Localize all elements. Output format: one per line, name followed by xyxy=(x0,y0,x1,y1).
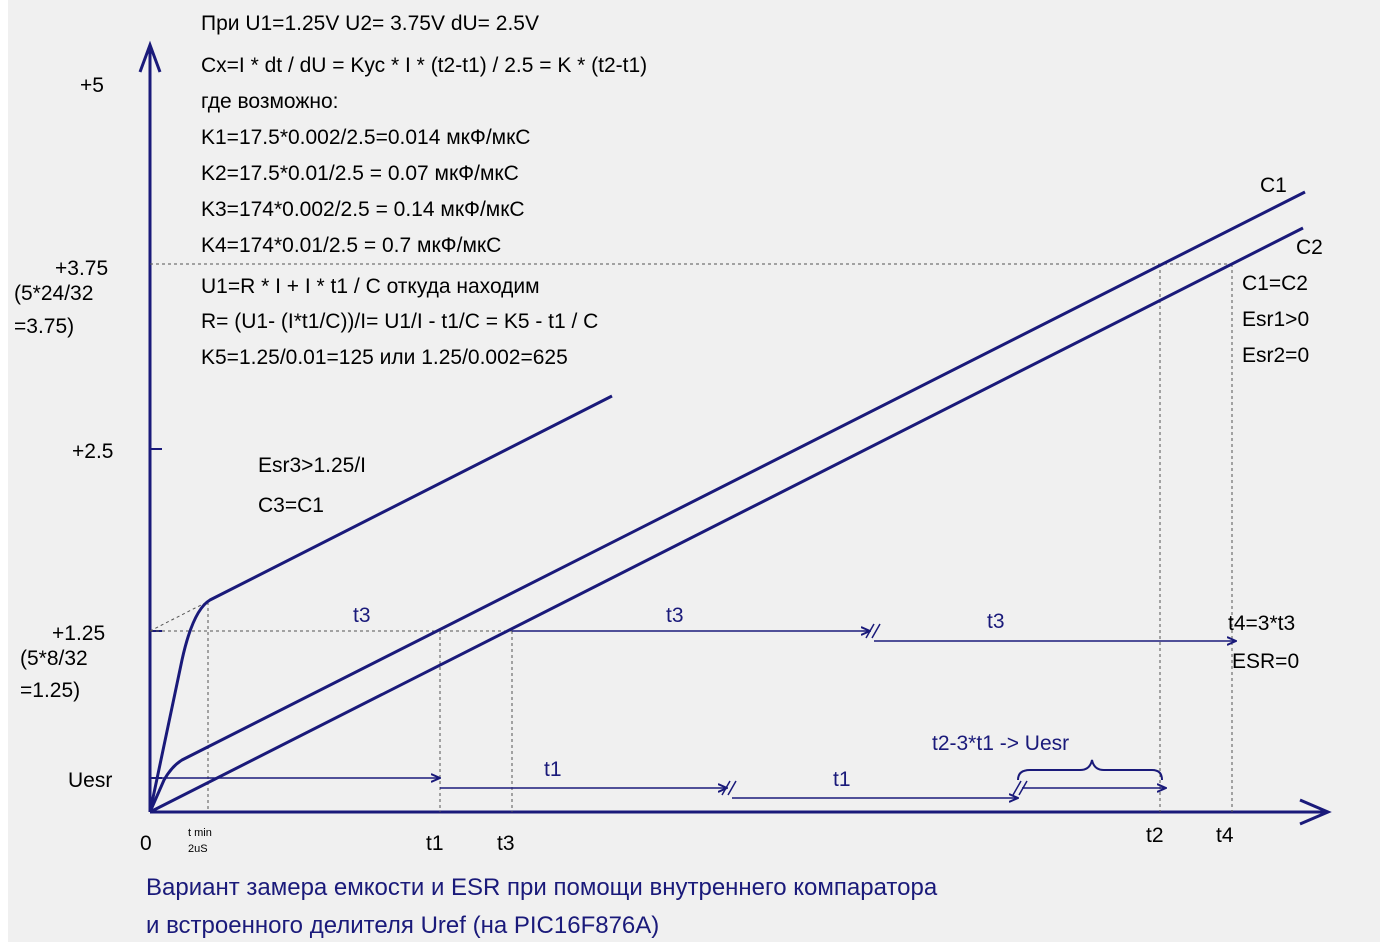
x-axis-arrow-icon xyxy=(1299,798,1332,826)
x-label-t2: t2 xyxy=(1146,824,1164,847)
x-label-tmin: t min xyxy=(188,827,212,839)
y-note-125-b: =1.25) xyxy=(20,679,80,702)
y-note-375-a: (5*24/32 xyxy=(14,282,93,305)
x-label-t1: t1 xyxy=(426,832,444,855)
curve-c2 xyxy=(149,226,1304,814)
y-label-375: +3.75 xyxy=(55,257,108,280)
ref-line-c3-extension xyxy=(149,601,208,632)
brace-uesr xyxy=(1017,759,1163,781)
header-line-1: Cx=I * dt / dU = Kус * I * (t2-t1) / 2.5… xyxy=(201,54,647,77)
header-line-9: K5=1.25/0.01=125 или 1.25/0.002=625 xyxy=(201,346,568,369)
curve-label-c1: C1 xyxy=(1260,174,1287,197)
break-mark-t1-a xyxy=(721,780,737,796)
note-esr2: Esr2=0 xyxy=(1242,344,1309,367)
x-label-tmin-sub: 2uS xyxy=(188,843,208,855)
note-esr0: ESR=0 xyxy=(1232,650,1299,673)
y-label-uesr: Uesr xyxy=(68,769,112,792)
y-label-5: +5 xyxy=(80,74,104,97)
interval-label-t3-a: t3 xyxy=(353,604,371,627)
curve-label-c3-esr: Esr3>1.25/I xyxy=(258,454,366,477)
x-label-t3: t3 xyxy=(497,832,515,855)
caption-line-0: Вариант замера емкости и ESR при помощи … xyxy=(146,874,938,901)
curve-label-c3-eq: C3=C1 xyxy=(258,494,324,517)
header-line-3: K1=17.5*0.002/2.5=0.014 мкФ/мкС xyxy=(201,126,530,149)
curve-c3 xyxy=(148,394,613,813)
y-label-0: 0 xyxy=(140,832,152,855)
y-label-125: +1.25 xyxy=(52,622,105,645)
y-note-125-a: (5*8/32 xyxy=(20,647,88,670)
header-line-0: При U1=1.25V U2= 3.75V dU= 2.5V xyxy=(201,12,539,35)
header-line-6: K4=174*0.01/2.5 = 0.7 мкФ/мкС xyxy=(201,234,501,257)
x-label-t4: t4 xyxy=(1216,824,1234,847)
header-line-7: U1=R * I + I * t1 / C откуда находим xyxy=(201,275,540,298)
break-mark-t3 xyxy=(865,623,881,639)
header-line-4: K2=17.5*0.01/2.5 = 0.07 мкФ/мкС xyxy=(201,162,519,185)
note-esr1: Esr1>0 xyxy=(1242,308,1309,331)
interval-label-t1-a: t1 xyxy=(544,758,562,781)
y-label-25: +2.5 xyxy=(72,440,113,463)
curve-label-c2: C2 xyxy=(1296,236,1323,259)
note-t4: t4=3*t3 xyxy=(1228,612,1295,635)
caption-line-1: и встроенного делителя Uref (на PIC16F87… xyxy=(146,912,659,939)
y-axis-arrow-icon xyxy=(138,40,162,73)
diagram-background xyxy=(8,0,1380,942)
y-note-375-b: =3.75) xyxy=(14,315,74,338)
note-c1-c2: C1=C2 xyxy=(1242,272,1308,295)
header-line-5: K3=174*0.002/2.5 = 0.14 мкФ/мкС xyxy=(201,198,525,221)
interval-label-t3-c: t3 xyxy=(987,610,1005,633)
interval-label-t1-b: t1 xyxy=(833,768,851,791)
header-line-2: где возможно: xyxy=(201,90,339,113)
header-line-8: R= (U1- (I*t1/C))/I= U1/I - t1/C = K5 - … xyxy=(201,310,598,333)
interval-label-t3-b: t3 xyxy=(666,604,684,627)
interval-label-brace: t2-3*t1 -> Uesr xyxy=(932,732,1069,755)
curve-c1 xyxy=(148,190,1306,813)
